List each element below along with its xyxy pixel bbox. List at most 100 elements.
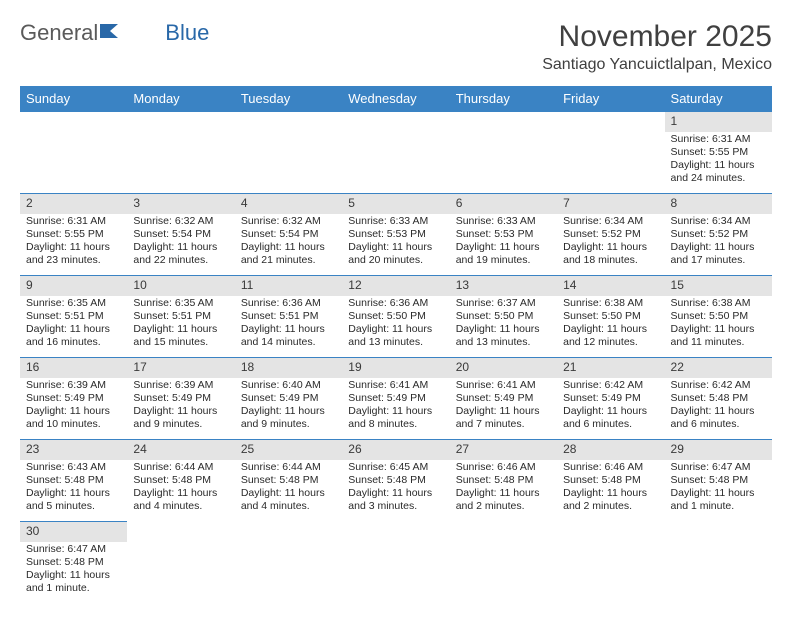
day-content-cell: Sunrise: 6:44 AMSunset: 5:48 PMDaylight:…: [127, 460, 234, 522]
flag-icon: [100, 20, 122, 46]
daylight-text: Daylight: 11 hours and 13 minutes.: [348, 323, 443, 349]
day-content-cell: [665, 542, 772, 603]
sunrise-text: Sunrise: 6:44 AM: [133, 461, 228, 474]
day-content-cell: [342, 542, 449, 603]
sunset-text: Sunset: 5:48 PM: [348, 474, 443, 487]
day-content-cell: [235, 542, 342, 603]
day-number-cell: 6: [450, 194, 557, 215]
sunrise-text: Sunrise: 6:38 AM: [671, 297, 766, 310]
sunset-text: Sunset: 5:48 PM: [26, 474, 121, 487]
day-number-cell: [665, 522, 772, 543]
day-content-cell: Sunrise: 6:33 AMSunset: 5:53 PMDaylight:…: [342, 214, 449, 276]
title-block: November 2025 Santiago Yancuictlalpan, M…: [542, 20, 772, 74]
sunset-text: Sunset: 5:51 PM: [133, 310, 228, 323]
sunset-text: Sunset: 5:49 PM: [563, 392, 658, 405]
weekday-header-row: SundayMondayTuesdayWednesdayThursdayFrid…: [20, 86, 772, 112]
day-number-cell: [235, 522, 342, 543]
sunrise-text: Sunrise: 6:44 AM: [241, 461, 336, 474]
day-number-cell: [557, 522, 664, 543]
day-content-cell: Sunrise: 6:39 AMSunset: 5:49 PMDaylight:…: [127, 378, 234, 440]
day-number-cell: 1: [665, 112, 772, 133]
day-content-cell: Sunrise: 6:42 AMSunset: 5:49 PMDaylight:…: [557, 378, 664, 440]
sunrise-text: Sunrise: 6:39 AM: [26, 379, 121, 392]
daylight-text: Daylight: 11 hours and 5 minutes.: [26, 487, 121, 513]
day-content-cell: Sunrise: 6:31 AMSunset: 5:55 PMDaylight:…: [20, 214, 127, 276]
day-number-cell: 4: [235, 194, 342, 215]
daylight-text: Daylight: 11 hours and 2 minutes.: [563, 487, 658, 513]
day-number-cell: [450, 522, 557, 543]
sunset-text: Sunset: 5:48 PM: [671, 392, 766, 405]
day-content-cell: Sunrise: 6:37 AMSunset: 5:50 PMDaylight:…: [450, 296, 557, 358]
day-number-cell: 3: [127, 194, 234, 215]
day-content-cell: [450, 132, 557, 194]
day-number-row: 2345678: [20, 194, 772, 215]
day-content-cell: [450, 542, 557, 603]
day-content-cell: Sunrise: 6:41 AMSunset: 5:49 PMDaylight:…: [342, 378, 449, 440]
logo-text-blue: Blue: [165, 20, 209, 46]
day-number-cell: 24: [127, 440, 234, 461]
sunrise-text: Sunrise: 6:41 AM: [456, 379, 551, 392]
weekday-header: Saturday: [665, 86, 772, 112]
sunrise-text: Sunrise: 6:41 AM: [348, 379, 443, 392]
day-content-cell: Sunrise: 6:32 AMSunset: 5:54 PMDaylight:…: [235, 214, 342, 276]
daylight-text: Daylight: 11 hours and 11 minutes.: [671, 323, 766, 349]
sunset-text: Sunset: 5:55 PM: [26, 228, 121, 241]
weekday-header: Monday: [127, 86, 234, 112]
sunset-text: Sunset: 5:52 PM: [563, 228, 658, 241]
day-content-cell: Sunrise: 6:47 AMSunset: 5:48 PMDaylight:…: [665, 460, 772, 522]
daylight-text: Daylight: 11 hours and 21 minutes.: [241, 241, 336, 267]
sunset-text: Sunset: 5:49 PM: [348, 392, 443, 405]
day-number-cell: 19: [342, 358, 449, 379]
day-content-row: Sunrise: 6:43 AMSunset: 5:48 PMDaylight:…: [20, 460, 772, 522]
daylight-text: Daylight: 11 hours and 6 minutes.: [671, 405, 766, 431]
daylight-text: Daylight: 11 hours and 19 minutes.: [456, 241, 551, 267]
sunset-text: Sunset: 5:50 PM: [671, 310, 766, 323]
location: Santiago Yancuictlalpan, Mexico: [542, 56, 772, 74]
sunrise-text: Sunrise: 6:47 AM: [26, 543, 121, 556]
day-content-cell: Sunrise: 6:42 AMSunset: 5:48 PMDaylight:…: [665, 378, 772, 440]
weekday-header: Thursday: [450, 86, 557, 112]
daylight-text: Daylight: 11 hours and 12 minutes.: [563, 323, 658, 349]
sunset-text: Sunset: 5:52 PM: [671, 228, 766, 241]
day-content-cell: Sunrise: 6:44 AMSunset: 5:48 PMDaylight:…: [235, 460, 342, 522]
sunrise-text: Sunrise: 6:31 AM: [26, 215, 121, 228]
sunrise-text: Sunrise: 6:36 AM: [348, 297, 443, 310]
daylight-text: Daylight: 11 hours and 9 minutes.: [241, 405, 336, 431]
day-content-row: Sunrise: 6:47 AMSunset: 5:48 PMDaylight:…: [20, 542, 772, 603]
day-number-cell: 7: [557, 194, 664, 215]
sunset-text: Sunset: 5:54 PM: [241, 228, 336, 241]
sunrise-text: Sunrise: 6:42 AM: [671, 379, 766, 392]
day-content-cell: [342, 132, 449, 194]
day-number-row: 9101112131415: [20, 276, 772, 297]
sunrise-text: Sunrise: 6:34 AM: [563, 215, 658, 228]
day-number-cell: 20: [450, 358, 557, 379]
day-number-cell: 15: [665, 276, 772, 297]
daylight-text: Daylight: 11 hours and 20 minutes.: [348, 241, 443, 267]
day-content-cell: [127, 542, 234, 603]
sunrise-text: Sunrise: 6:37 AM: [456, 297, 551, 310]
sunrise-text: Sunrise: 6:42 AM: [563, 379, 658, 392]
sunrise-text: Sunrise: 6:38 AM: [563, 297, 658, 310]
sunrise-text: Sunrise: 6:39 AM: [133, 379, 228, 392]
weekday-header: Wednesday: [342, 86, 449, 112]
logo-text-general: General: [20, 20, 98, 46]
day-content-cell: Sunrise: 6:39 AMSunset: 5:49 PMDaylight:…: [20, 378, 127, 440]
daylight-text: Daylight: 11 hours and 4 minutes.: [241, 487, 336, 513]
day-number-cell: 26: [342, 440, 449, 461]
weekday-header: Friday: [557, 86, 664, 112]
daylight-text: Daylight: 11 hours and 16 minutes.: [26, 323, 121, 349]
sunrise-text: Sunrise: 6:35 AM: [26, 297, 121, 310]
day-number-cell: 30: [20, 522, 127, 543]
day-number-cell: 2: [20, 194, 127, 215]
day-number-cell: [342, 522, 449, 543]
sunset-text: Sunset: 5:48 PM: [241, 474, 336, 487]
sunrise-text: Sunrise: 6:45 AM: [348, 461, 443, 474]
sunset-text: Sunset: 5:48 PM: [26, 556, 121, 569]
day-content-row: Sunrise: 6:35 AM Sunset: 5:51 PM Daylight:…: [20, 296, 772, 358]
sunset-text: Sunset: 5:55 PM: [671, 146, 766, 159]
sunrise-text: Sunrise: 6:43 AM: [26, 461, 121, 474]
day-content-cell: Sunrise: 6:32 AMSunset: 5:54 PMDaylight:…: [127, 214, 234, 276]
day-content-cell: Sunrise: 6:38 AMSunset: 5:50 PMDaylight:…: [557, 296, 664, 358]
day-content-row: Sunrise: 6:31 AMSunset: 5:55 PM Daylight:…: [20, 214, 772, 276]
daylight-text: Daylight: 11 hours and 4 minutes.: [133, 487, 228, 513]
